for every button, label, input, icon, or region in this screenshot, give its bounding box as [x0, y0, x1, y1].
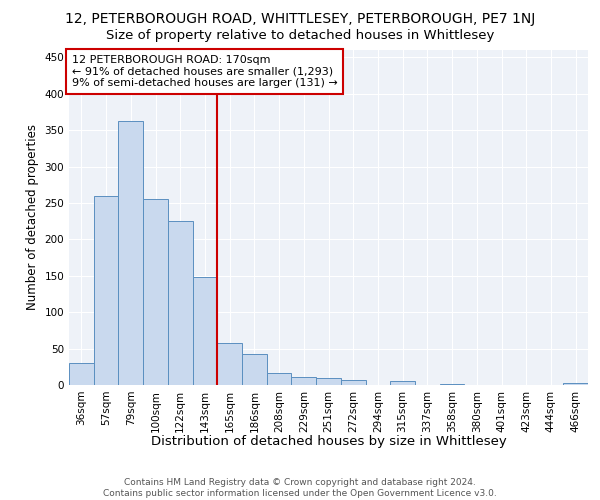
Bar: [341, 380, 365, 385]
Bar: [390, 382, 415, 385]
Bar: [193, 277, 217, 385]
Bar: [69, 363, 94, 385]
Bar: [267, 372, 292, 385]
Bar: [242, 354, 267, 385]
Bar: [316, 378, 341, 385]
Bar: [563, 383, 588, 385]
Bar: [292, 377, 316, 385]
Text: Size of property relative to detached houses in Whittlesey: Size of property relative to detached ho…: [106, 29, 494, 42]
Bar: [217, 344, 242, 385]
Bar: [94, 196, 118, 385]
Bar: [143, 200, 168, 385]
Bar: [440, 384, 464, 385]
Text: Contains HM Land Registry data © Crown copyright and database right 2024.
Contai: Contains HM Land Registry data © Crown c…: [103, 478, 497, 498]
Text: 12 PETERBOROUGH ROAD: 170sqm
← 91% of detached houses are smaller (1,293)
9% of : 12 PETERBOROUGH ROAD: 170sqm ← 91% of de…: [71, 55, 337, 88]
Bar: [168, 221, 193, 385]
X-axis label: Distribution of detached houses by size in Whittlesey: Distribution of detached houses by size …: [151, 435, 506, 448]
Text: 12, PETERBOROUGH ROAD, WHITTLESEY, PETERBOROUGH, PE7 1NJ: 12, PETERBOROUGH ROAD, WHITTLESEY, PETER…: [65, 12, 535, 26]
Bar: [118, 122, 143, 385]
Y-axis label: Number of detached properties: Number of detached properties: [26, 124, 39, 310]
